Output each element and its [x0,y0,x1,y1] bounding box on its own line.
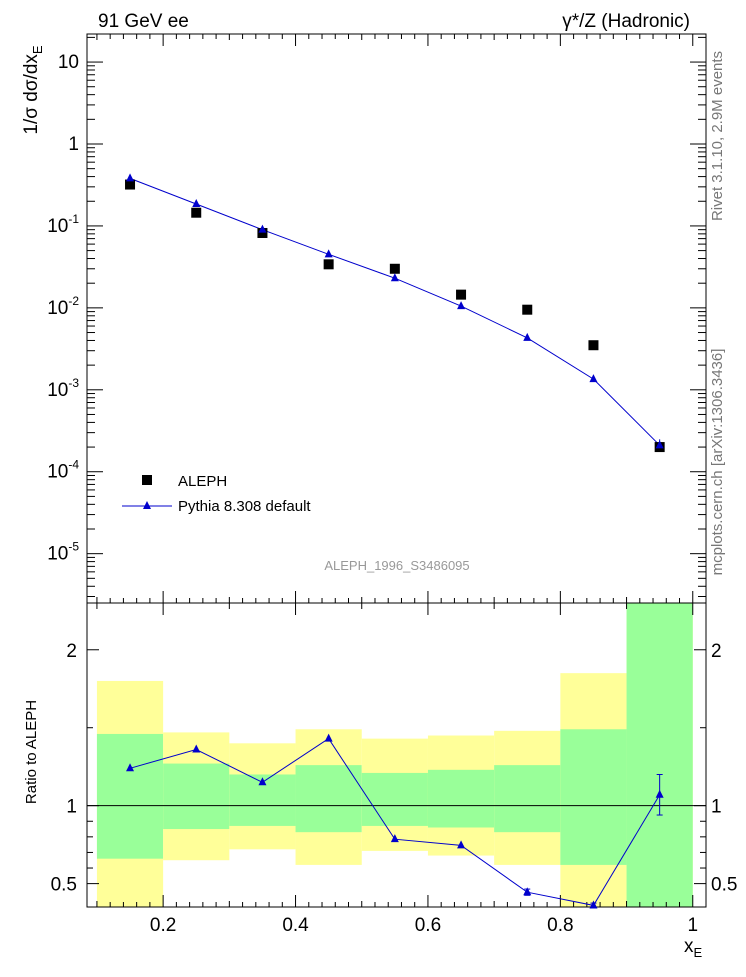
ratio-y-tick-label-right: 0.5 [711,875,737,896]
main-y-tick-label: 1 [68,134,79,155]
ratio-pythia-point [192,744,201,753]
main-y-tick-label: 10-1 [47,212,79,237]
ratio-x-axis-title: xE [684,936,703,960]
aleph-point [191,207,202,218]
ratio-pythia-point [523,887,532,896]
ratio-x-tick-label: 0.8 [547,915,573,936]
ratio-y-tick-label-right: 1 [711,797,722,818]
header-right: γ*/Z (Hadronic) [562,11,690,32]
main-y-title-main: 1/σ dσ/dx [21,54,42,135]
aleph-point [389,263,400,274]
aleph-point [125,179,136,190]
ratio-green-band [494,765,561,833]
ratio-y-tick-label-right: 2 [711,641,722,662]
legend-marker-pythia [143,501,151,509]
ratio-pythia-point [457,840,466,849]
main-y-tick-label: 10-3 [47,376,79,401]
pythia-point [655,440,664,449]
pythia-point [390,273,399,282]
header-left: 91 GeV ee [98,11,189,32]
legend: ALEPH Pythia 8.308 default [122,473,311,515]
main-y-tick-label: 10-2 [47,294,79,319]
pythia-line [129,177,661,446]
ratio-green-band [96,733,164,859]
legend-label-aleph: ALEPH [178,473,227,490]
ratio-x-tick-label: 0.4 [282,915,309,936]
pythia-point [523,332,532,341]
legend-label-pythia: Pythia 8.308 default [178,498,311,515]
aleph-point [257,227,268,238]
main-y-tick-label: 10-5 [47,540,79,565]
main-y-title-sub: E [30,45,45,54]
ratio-frame [86,602,707,908]
main-y-axis-title: 1/σ dσ/dxE [21,45,45,135]
pythia-point [258,224,267,233]
ratio-green-band [560,729,627,865]
aleph-point [522,304,533,315]
main-panel: 10-5 10-4 10-3 10-2 10-1 1 10 [47,33,707,604]
ratio-pythia-point [258,777,267,786]
ratio-panel: 0.2 0.4 0.6 0.8 1 0.5 0.5 1 1 2 2 [51,602,737,936]
main-frame [86,33,707,604]
pythia-point [126,173,135,182]
legend-marker-aleph [142,475,152,485]
x-title-sub: E [694,945,703,960]
ratio-green-band [427,769,495,828]
ratio-y-tick-label: 2 [66,641,77,662]
ratio-pythia-point [324,733,333,742]
ratio-y-tick-label: 0.5 [51,875,77,896]
aleph-point [323,259,334,270]
main-y-tick-label: 10-4 [47,458,79,483]
svg-text:1/σ dσ/dxE: 1/σ dσ/dxE [21,45,45,135]
aleph-point [588,340,599,351]
pythia-point [457,301,466,310]
ratio-green-band [361,772,428,826]
mcplots-label: mcplots.cern.ch [arXiv:1306.3436] [709,349,726,576]
x-title-main: x [684,936,694,957]
pythia-point [589,374,598,383]
rivet-label: Rivet 3.1.10, 2.9M events [709,51,726,221]
ratio-x-tick-label: 0.2 [150,915,176,936]
main-y-tick-label: 10 [58,52,79,73]
ratio-y-axis-title: Ratio to ALEPH [23,700,40,804]
ratio-x-tick-label: 1 [687,915,698,936]
ratio-pythia-point [390,834,399,843]
pythia-point [324,249,333,258]
ratio-green-band [163,763,230,830]
ratio-x-tick-label: 0.6 [415,915,441,936]
ratio-pythia-point [655,789,664,798]
pythia-point [192,199,201,208]
ratio-pythia-point [126,763,135,772]
ratio-green-band [626,603,693,907]
analysis-id: ALEPH_1996_S3486095 [324,558,469,573]
ratio-green-band [295,765,362,833]
ratio-y-tick-label: 1 [66,797,77,818]
aleph-point [456,289,467,300]
ratio-pythia-point [589,900,598,909]
